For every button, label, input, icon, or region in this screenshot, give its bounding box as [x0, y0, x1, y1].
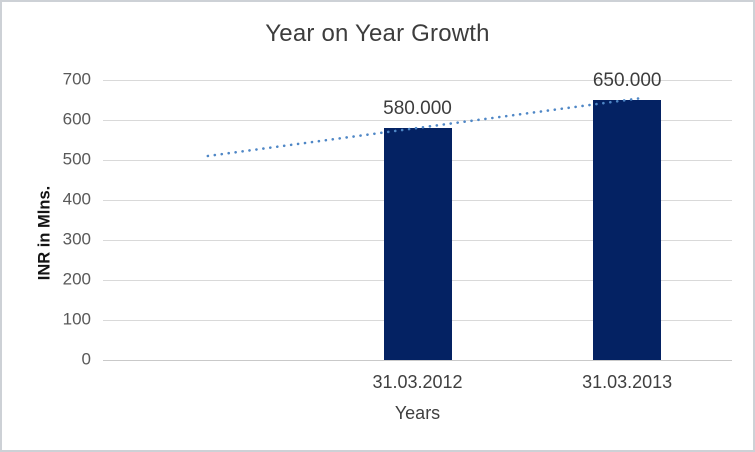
gridline [103, 80, 732, 81]
bar [383, 128, 452, 360]
y-tick-label: 100 [62, 309, 91, 329]
bar-data-label: 580.000 [383, 98, 452, 119]
y-tick-label: 500 [62, 149, 91, 169]
x-tick-label: 31.03.2012 [372, 372, 463, 392]
y-tick-label: 300 [62, 229, 91, 249]
y-tick-label: 200 [62, 269, 91, 289]
bar-data-label: 650.000 [592, 70, 662, 91]
gridline [103, 120, 732, 121]
y-tick-label: 700 [62, 69, 91, 89]
bar [593, 100, 662, 360]
y-axis-title: INR in Mlns. [35, 185, 54, 281]
trendline [206, 97, 640, 158]
plot-area: 0 100 200 300 400 500 600 700 580.000 31.03.2012 6… [63, 70, 732, 392]
x-tick-label: 31.03.2013 [582, 372, 673, 392]
trendline-path [206, 97, 640, 158]
y-tick-label: 600 [62, 109, 91, 129]
y-tick-label: 0 [81, 349, 91, 369]
x-axis-title: Years [394, 403, 441, 423]
chart-title: Year on Year Growth [265, 20, 490, 47]
x-axis-line [103, 360, 732, 361]
y-tick-label: 400 [62, 189, 91, 209]
